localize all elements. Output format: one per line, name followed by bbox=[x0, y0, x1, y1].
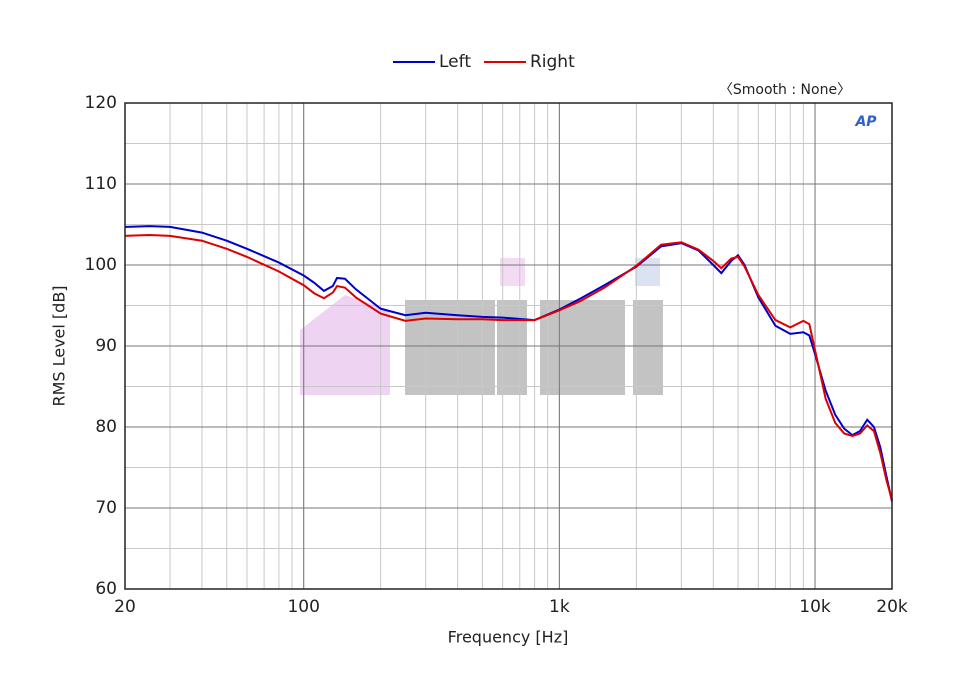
plot-frame bbox=[124, 102, 893, 590]
x-axis-title: Frequency [Hz] bbox=[448, 628, 569, 647]
y-tick-label: 80 bbox=[95, 417, 117, 437]
x-tick-label: 1k bbox=[549, 597, 570, 617]
x-tick-label: 10k bbox=[799, 597, 831, 617]
y-tick-label: 90 bbox=[95, 336, 117, 356]
logo: AP bbox=[854, 114, 877, 130]
legend: Left Right bbox=[393, 52, 575, 72]
legend-label: Left bbox=[439, 52, 471, 72]
y-axis-title: RMS Level [dB] bbox=[50, 285, 69, 406]
y-tick-label: 120 bbox=[85, 93, 117, 113]
x-tick-label: 20 bbox=[114, 597, 136, 617]
y-tick-label: 60 bbox=[95, 579, 117, 599]
series-line bbox=[124, 234, 893, 501]
watermark bbox=[300, 258, 663, 395]
x-tick-label: 100 bbox=[287, 597, 319, 617]
lines bbox=[124, 225, 893, 502]
annotation: 〈Smooth : None〉 bbox=[719, 82, 851, 98]
y-tick-label: 70 bbox=[95, 498, 117, 518]
y-tick-label: 110 bbox=[85, 174, 117, 194]
y-tick-label: 100 bbox=[85, 255, 117, 275]
x-tick-label: 20k bbox=[876, 597, 908, 617]
grid bbox=[124, 102, 893, 590]
legend-label: Right bbox=[530, 52, 575, 72]
